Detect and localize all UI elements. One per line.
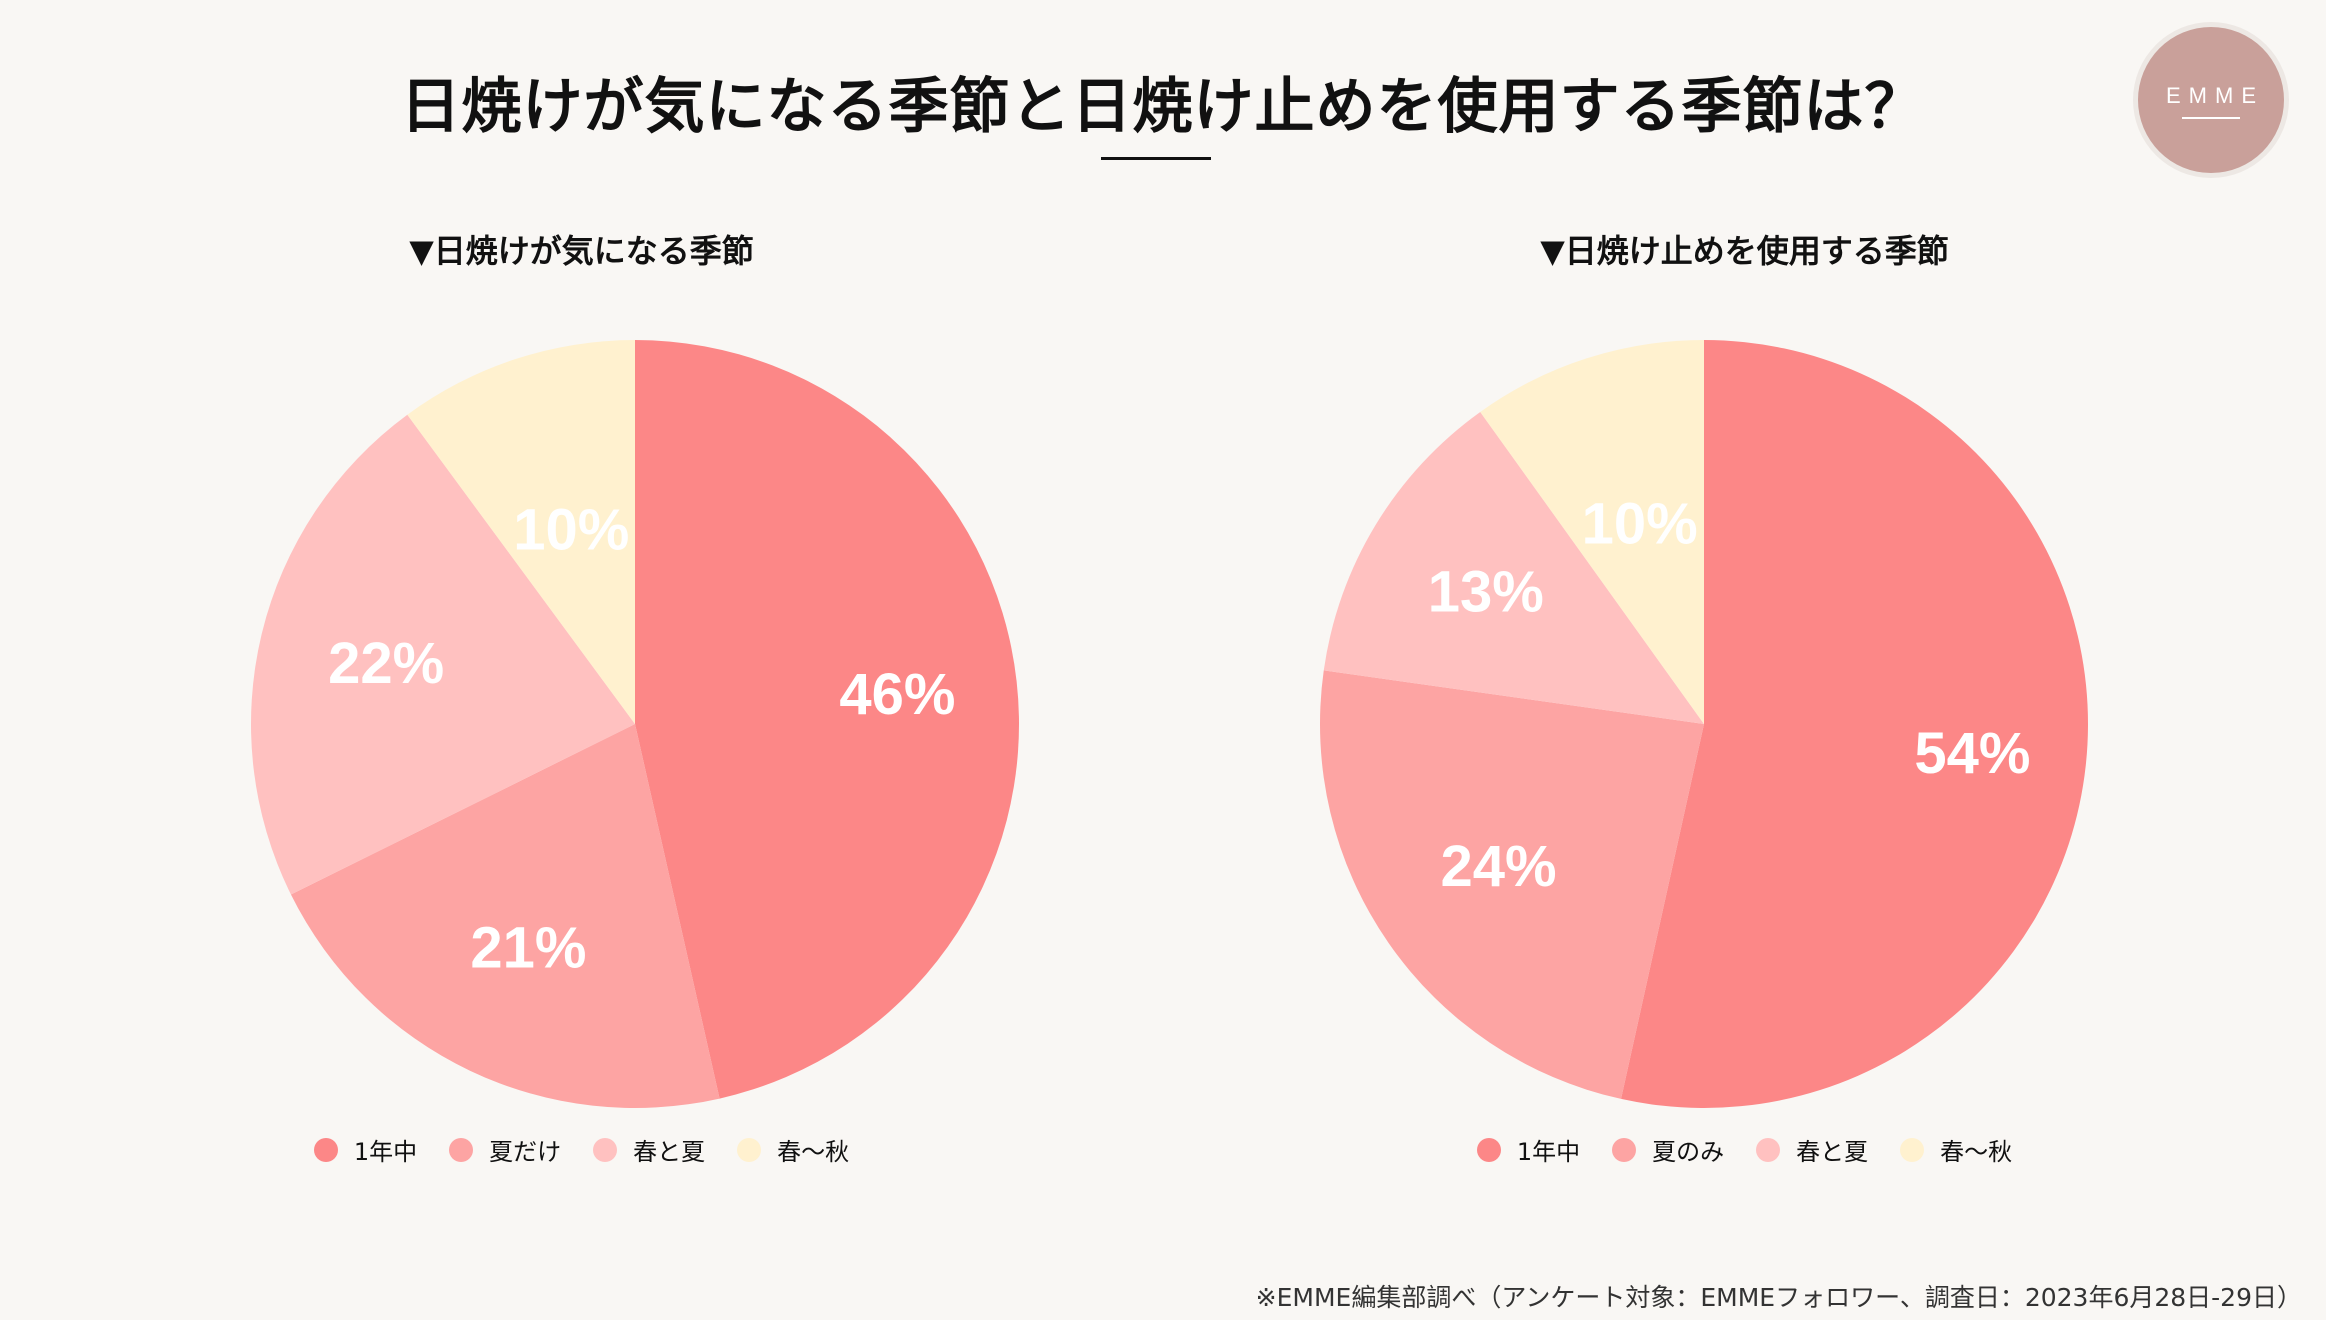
legend-swatch-spring-summer — [1756, 1137, 1781, 1162]
slice-percent-label: 46% — [839, 662, 955, 727]
legend-swatch-spring-summer — [593, 1137, 618, 1162]
legend-swatch-year-round — [1476, 1137, 1501, 1162]
legend-label: 春〜秋 — [777, 1138, 850, 1166]
pie-slice-4 — [1480, 340, 1704, 724]
page-title: 日焼けが気になる季節と日焼け止めを使用する季節は？ — [400, 72, 1926, 142]
legend-item: 春〜秋 — [1900, 1132, 2012, 1167]
legend-item: 春〜秋 — [737, 1132, 849, 1167]
pie-slice-2 — [290, 724, 720, 1108]
pie-slice-3 — [250, 414, 635, 895]
chart-panel-concern: ▼日焼けが気になる季節 46% 21% 22% 10% 1年中 夏だけ 春と夏 春〜秋 — [0, 232, 1163, 1167]
pie-chart-concern: 46% 21% 22% 10% — [250, 340, 1019, 1108]
legend-swatch-summer-only — [1612, 1137, 1637, 1162]
legend-label: 春と夏 — [633, 1138, 706, 1166]
slice-percent-label: 54% — [1914, 721, 2030, 786]
logo-underline — [2182, 117, 2240, 119]
pie-slice-3 — [1323, 411, 1704, 724]
legend-swatch-year-round — [313, 1137, 338, 1162]
chart-title: ▼日焼けが気になる季節 — [409, 232, 754, 270]
chart-panel-usage: ▼日焼け止めを使用する季節 54% 24% 13% 10% 1年中 夏のみ 春と夏 春… — [1163, 0, 2326, 1320]
title-underline — [1101, 157, 1211, 160]
legend-swatch-spring-autumn — [1900, 1137, 1925, 1162]
logo-text: EMME — [2166, 83, 2264, 108]
pie-slice-4 — [407, 340, 635, 724]
pie-slice-2 — [1320, 670, 1704, 1099]
slice-percent-label: 10% — [1582, 492, 1698, 557]
legend-label: 1年中 — [1516, 1138, 1581, 1166]
legend-swatch-summer — [449, 1137, 474, 1162]
pie-slice-1 — [635, 340, 1019, 1099]
slice-percent-label: 22% — [328, 631, 444, 696]
legend-item: 1年中 — [1476, 1132, 1581, 1167]
slice-percent-label: 13% — [1428, 559, 1544, 624]
legend-label: 夏のみ — [1652, 1138, 1725, 1166]
legend-label: 1年中 — [353, 1138, 418, 1166]
legend-label: 春と夏 — [1796, 1138, 1869, 1166]
legend-item: 夏のみ — [1612, 1132, 1724, 1167]
legend-swatch-spring-autumn — [737, 1137, 762, 1162]
pie-chart-usage: 54% 24% 13% 10% — [1320, 340, 2088, 1108]
legend-label: 春〜秋 — [1940, 1138, 2013, 1166]
survey-footnote: ※EMME編集部調べ（アンケート対象：EMMEフォロワー、調査日：2023年6月… — [1255, 1283, 2302, 1312]
slice-percent-label: 10% — [513, 498, 629, 563]
legend-item: 春と夏 — [1756, 1132, 1868, 1167]
legend-label: 夏だけ — [489, 1138, 562, 1166]
slice-percent-label: 24% — [1441, 834, 1557, 899]
legend-item: 夏だけ — [449, 1132, 561, 1167]
pie-slice-1 — [1621, 340, 2088, 1108]
legend-item: 1年中 — [313, 1132, 418, 1167]
chart-title: ▼日焼け止めを使用する季節 — [1540, 232, 1949, 270]
legend-usage: 1年中 夏のみ 春と夏 春〜秋 — [1163, 1132, 2326, 1167]
slice-percent-label: 21% — [470, 915, 586, 980]
legend-concern: 1年中 夏だけ 春と夏 春〜秋 — [0, 1132, 1163, 1167]
emme-logo: EMME — [2138, 27, 2284, 173]
legend-item: 春と夏 — [593, 1132, 705, 1167]
